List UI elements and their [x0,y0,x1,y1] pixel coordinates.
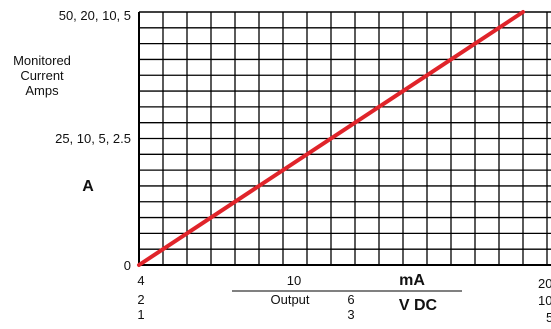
x-tick-vdc-mid: 6 [347,292,354,307]
y-axis-title-line-1: Monitored [13,53,71,68]
x-tick-ma-start: 4 [137,273,144,288]
series-line [137,10,525,267]
x-unit-vdc: V DC [399,297,438,314]
x-tick-vdc-start: 2 [137,292,144,307]
y-tick-label-mid: 25, 10, 5, 2.5 [55,131,131,146]
x-tick-vdc-end: 10 [538,293,551,308]
x-tick-row3-start: 1 [137,307,144,322]
y-axis-title-line-2: Current [20,68,64,83]
y-axis-unit-label: A [82,178,94,195]
x-tick-row3-mid: 3 [347,307,354,322]
x-tick-ma-end: 20 [538,276,551,291]
x-axis-title: Output [270,292,309,307]
y-tick-label-zero: 0 [124,258,131,273]
x-unit-ma: mA [399,272,425,289]
chart-grid [139,11,551,265]
x-tick-row3-end: 5 [546,310,551,325]
y-tick-label-top: 50, 20, 10, 5 [59,8,131,23]
y-axis-title-line-3: Amps [25,83,59,98]
x-tick-ma-mid: 10 [287,273,301,288]
